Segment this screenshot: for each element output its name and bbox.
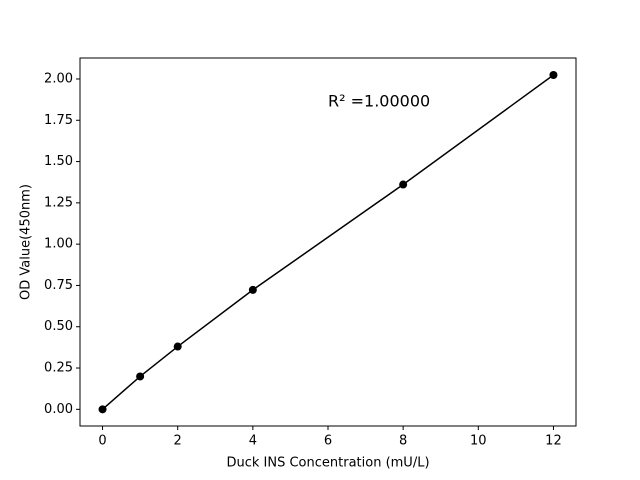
y-tick-label: 0.50 (44, 319, 73, 334)
y-axis-label: OD Value(450nm) (19, 184, 34, 300)
annotation: R² =1.00000 (328, 92, 430, 111)
x-tick-label: 8 (399, 434, 407, 449)
x-tick-label: 0 (98, 434, 106, 449)
y-tick-label: 0.75 (44, 278, 73, 293)
marker (136, 372, 145, 381)
x-tick-label: 4 (249, 434, 257, 449)
line (102, 74, 554, 410)
y-tick-label: 2.00 (44, 71, 73, 86)
marker (173, 342, 182, 351)
marker (248, 285, 257, 294)
y-tick-label: 0.25 (44, 361, 73, 376)
x-tick-label: 6 (324, 434, 332, 449)
y-tick-label: 1.00 (44, 237, 73, 252)
marker (399, 180, 408, 189)
y-tick-label: 1.75 (44, 113, 73, 128)
marker (98, 405, 107, 414)
y-tick-label: 1.50 (44, 154, 73, 169)
marker (549, 71, 558, 80)
x-tick-label: 2 (174, 434, 182, 449)
x-tick-label: 12 (545, 434, 562, 449)
y-tick-label: 1.25 (44, 195, 73, 210)
y-tick-label: 0.00 (44, 402, 73, 417)
x-axis-label: Duck INS Concentration (mU/L) (226, 456, 429, 471)
x-tick-label: 10 (470, 434, 487, 449)
